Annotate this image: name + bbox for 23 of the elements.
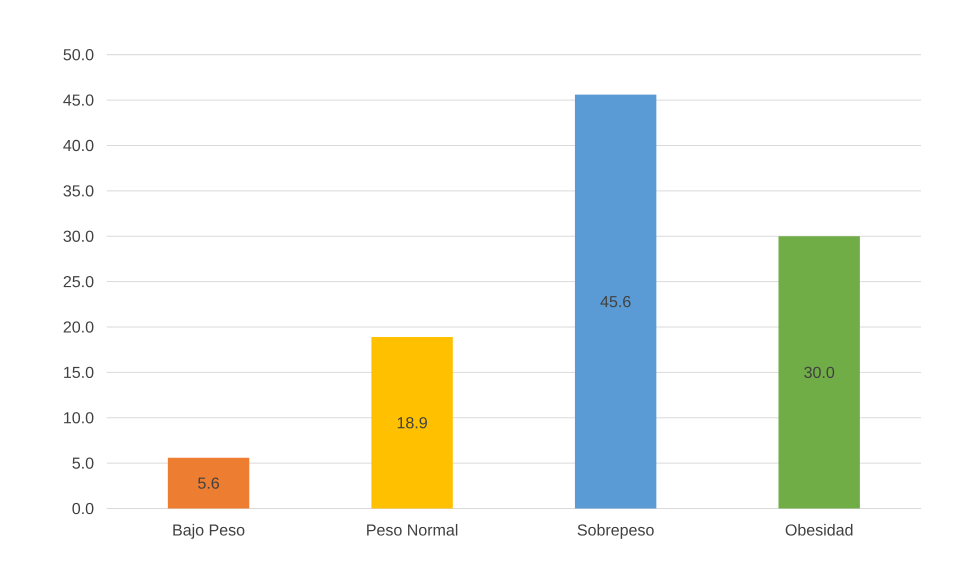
y-tick-label: 10.0 — [64, 412, 94, 424]
y-tick-label: 0.0 — [72, 503, 94, 514]
data-label: 5.6 — [198, 478, 219, 489]
bar — [574, 94, 656, 509]
y-tick-label: 50.0 — [64, 49, 94, 61]
x-tick-label: Bajo Peso — [173, 524, 244, 540]
bar — [371, 337, 453, 509]
y-tick-label: 40.0 — [63, 140, 94, 152]
x-tick-label: Obesidad — [786, 524, 852, 536]
y-tick-label: 35.0 — [63, 185, 94, 197]
data-label: 18.9 — [398, 417, 427, 429]
x-tick-label: Peso Normal — [367, 524, 458, 536]
x-tick-label: Sobrepeso — [578, 524, 654, 540]
y-tick-label: 5.0 — [72, 458, 94, 469]
y-tick-label: 45.0 — [63, 94, 94, 106]
y-tick-label: 30.0 — [63, 230, 94, 242]
y-tick-label: 25.0 — [64, 276, 94, 288]
bar — [778, 236, 860, 509]
bar — [168, 458, 250, 509]
data-label: 30.0 — [804, 366, 834, 378]
y-tick-label: 20.0 — [64, 322, 94, 333]
y-tick-label: 15.0 — [64, 366, 94, 378]
data-label: 45.6 — [600, 296, 631, 308]
